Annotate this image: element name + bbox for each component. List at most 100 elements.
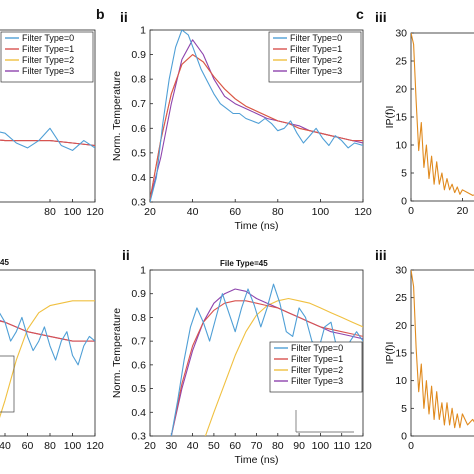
y-tick-label: 0.8 (131, 74, 146, 86)
x-tick-label: 40 (187, 440, 199, 452)
legend-entry: Filter Type=1 (290, 44, 342, 54)
y-tick-label: 0.3 (131, 197, 146, 209)
bottom-mid-title: File Type=45 (220, 259, 268, 268)
plot-frame (149, 29, 364, 203)
x-tick-label: 100 (64, 206, 82, 218)
y-tick-label: 20 (395, 320, 407, 332)
roman-top-right: iii (375, 9, 387, 25)
legend-entry: Filter Type=2 (290, 55, 342, 65)
y-tick-label: 5 (401, 403, 407, 415)
x-tick-label: 80 (272, 206, 284, 218)
y-tick-label: 1 (140, 25, 146, 37)
y-axis-label: IP(f)I (384, 342, 396, 365)
y-tick-label: 0.6 (131, 123, 146, 135)
y-tick-label: 15 (395, 348, 407, 360)
y-tick-label: 0.5 (131, 383, 146, 395)
chart-b_ii_bottom: 20 30 40 50 60 70 80 90 100 110 120 0.3 0.4 0.5 0.6 0.7… (111, 265, 372, 467)
series-line-0 (0, 127, 95, 151)
x-tick-label: 120 (354, 206, 372, 218)
x-tick-label: 50 (208, 440, 220, 452)
x-tick-label: 90 (293, 440, 305, 452)
x-tick-label: 110 (333, 440, 350, 452)
x-tick-label: 20 (144, 206, 156, 218)
series-line-0 (0, 312, 95, 366)
y-tick-label: 25 (395, 56, 407, 68)
x-tick-label: 0 (408, 440, 414, 452)
y-tick-label: 0.9 (131, 288, 146, 300)
roman-top-mid: ii (120, 9, 128, 25)
y-tick-label: 30 (395, 265, 407, 277)
y-axis-label: Norm. Temperature (111, 308, 123, 398)
y-tick-label: 0.3 (131, 431, 146, 443)
x-tick-label: 60 (22, 440, 34, 452)
series-line-0 (411, 270, 474, 429)
series-line-2 (0, 300, 95, 418)
y-tick-label: 5 (401, 168, 407, 180)
y-tick-label: 1 (140, 265, 146, 277)
x-tick-label: 120 (86, 206, 104, 218)
y-axis-label: IP(f)I (384, 106, 396, 129)
y-tick-label: 30 (395, 28, 407, 40)
x-tick-label: 30 (165, 440, 177, 452)
series-line-0 (170, 283, 363, 436)
chart-a_ii_bottom: 40 60 80 100 120 (0, 269, 104, 452)
y-tick-label: 0.5 (131, 147, 146, 159)
x-tick-label: 20 (457, 205, 469, 217)
chart-b_ii_top: 20 40 60 80 100 120 0.3 0.4 0.5 0.6 0.7 0.8 0.9 1 Time… (111, 25, 372, 233)
y-tick-label: 15 (395, 112, 407, 124)
bottom-left-title: 45 (0, 258, 9, 267)
plot-frame (0, 29, 96, 203)
x-tick-label: 120 (86, 440, 104, 452)
legend-entry: Filter Type=1 (22, 44, 74, 54)
legend-box-fragment (0, 355, 15, 413)
x-axis-label: Time (ns) (235, 454, 279, 466)
x-tick-label: 40 (187, 206, 199, 218)
y-tick-label: 0.4 (131, 407, 146, 419)
x-tick-label: 60 (229, 206, 241, 218)
x-tick-label: 100 (312, 206, 330, 218)
x-tick-label: 100 (312, 440, 330, 452)
legend-entry: Filter Type=0 (291, 343, 343, 353)
x-tick-label: 0 (408, 205, 414, 217)
legend-box (268, 31, 362, 83)
y-tick-label: 10 (395, 375, 407, 387)
y-tick-label: 0.8 (131, 312, 146, 324)
y-axis-label: Norm. Temperature (111, 71, 123, 161)
y-tick-label: 10 (395, 140, 407, 152)
panel-letter-b: b (96, 6, 105, 22)
legend-box (0, 31, 94, 83)
legend-entry: Filter Type=3 (291, 376, 343, 386)
legend-entry: Filter Type=0 (22, 33, 74, 43)
legend-entry: Filter Type=0 (290, 33, 342, 43)
series-line-1 (0, 320, 95, 342)
series-line-2 (204, 297, 363, 436)
y-tick-label: 20 (395, 84, 407, 96)
y-tick-label: 25 (395, 292, 407, 304)
y-tick-label: 0.7 (131, 98, 146, 110)
legend-entry: Filter Type=1 (291, 354, 343, 364)
roman-bottom-mid: ii (122, 247, 130, 263)
series-line-1 (0, 139, 95, 147)
x-tick-label: 100 (64, 440, 82, 452)
x-axis-label: Time (ns) (235, 220, 279, 232)
x-tick-label: 60 (229, 440, 241, 452)
x-tick-label: 70 (251, 440, 263, 452)
y-tick-label: 0.4 (131, 172, 146, 184)
x-tick-label: 80 (44, 440, 56, 452)
legend-box (269, 341, 363, 393)
legend-entry: Filter Type=3 (22, 66, 74, 76)
roman-bottom-right: iii (375, 247, 387, 263)
x-tick-label: 20 (144, 440, 156, 452)
y-tick-label: 0 (401, 196, 407, 208)
x-tick-label: 80 (44, 206, 56, 218)
y-tick-label: 0.6 (131, 359, 146, 371)
x-tick-label: 40 (0, 440, 11, 452)
legend-entry: Filter Type=3 (290, 66, 342, 76)
y-tick-label: 0.7 (131, 336, 146, 348)
y-tick-label: 0.9 (131, 49, 146, 61)
